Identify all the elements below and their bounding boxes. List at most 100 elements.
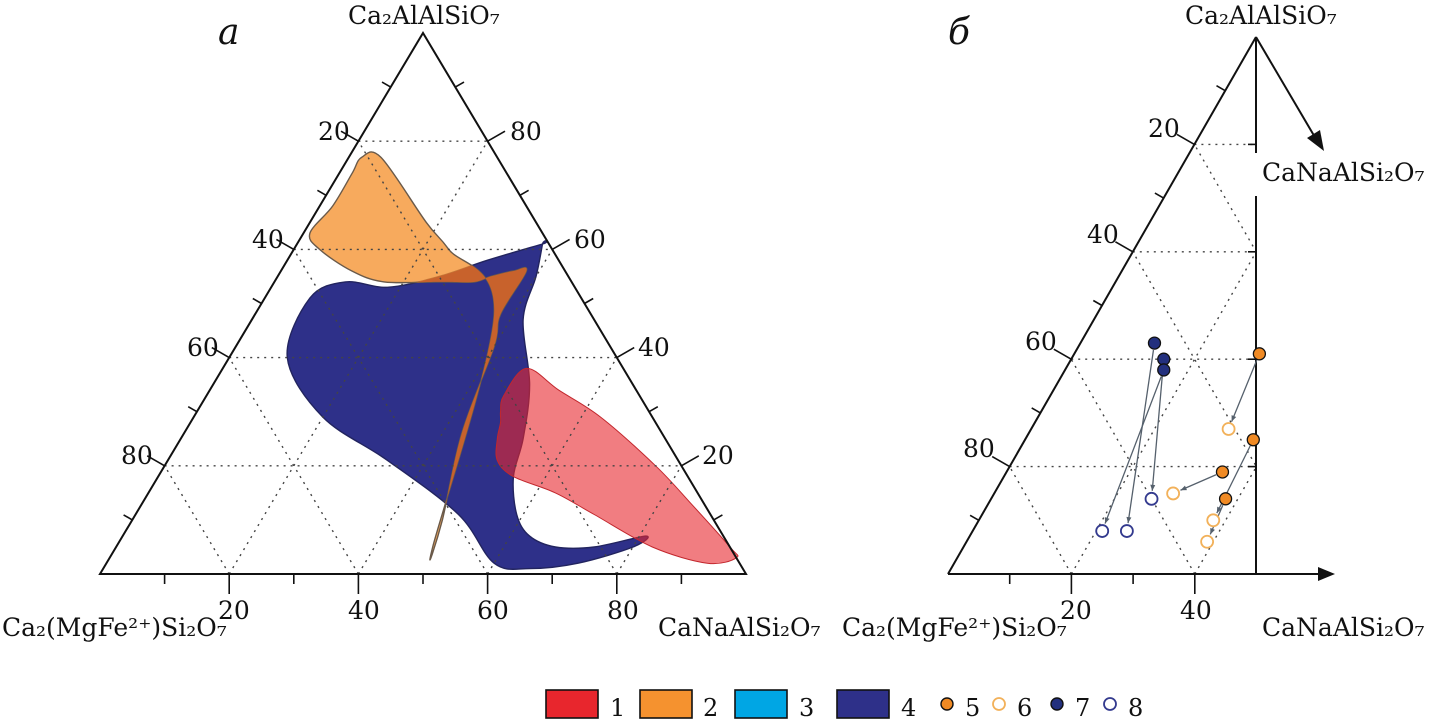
panel-a-tick (146, 455, 165, 467)
point-open-8 (1119, 524, 1134, 538)
panel-a-tick (648, 406, 659, 413)
panel-a-grid-line-right (357, 249, 553, 575)
panel-b-grid-line-left (1132, 251, 1256, 574)
panel-b-tick (1053, 348, 1072, 360)
panel-a-tick (454, 81, 465, 88)
panel-b-tick (1092, 299, 1103, 307)
panel-a-left-tick-20: 20 (318, 117, 350, 146)
point-open-8 (1095, 524, 1110, 538)
panel-b-grid-diagonals (1008, 144, 1256, 574)
panel-b-grid-line-right (1070, 144, 1256, 574)
legend-label-7: 7 (1075, 694, 1090, 722)
panel-a-tick (584, 297, 594, 305)
panel-a-right-tick-60: 60 (574, 225, 606, 254)
evolution-arrowhead (1104, 517, 1110, 524)
panel-b-right-apex-label: CaNaAlSi₂O₇ (1262, 613, 1425, 642)
panel-a-tick (681, 455, 700, 467)
legend-label-8: 8 (1128, 694, 1143, 722)
field-1-region (495, 367, 739, 565)
panel-a-tick (487, 130, 506, 142)
panel-a: а Ca₂AlAlSiO₇ Ca₂(MgFe²⁺)Si₂O₇ CaNaAlSi₂… (2, 1, 821, 642)
legend-marker-8 (1103, 697, 1117, 711)
evolution-arrowhead (1126, 516, 1132, 524)
panel-b-grid-line-left (1008, 466, 1073, 574)
panel-a-left-tick-40: 40 (252, 225, 284, 254)
legend-label-4: 4 (901, 694, 916, 722)
panel-a-tick (252, 297, 262, 305)
panel-a-right-tick-40: 40 (638, 333, 670, 362)
point-filled-5 (1215, 465, 1230, 479)
panel-b-bottom-arrowhead (1318, 567, 1335, 581)
panel-a-left-apex-label: Ca₂(MgFe²⁺)Si₂O₇ (2, 613, 227, 642)
panel-b-tick (1031, 407, 1041, 414)
panel-a-bottom-tick-80: 80 (607, 596, 639, 625)
panel-a-grid-line-right (486, 357, 618, 575)
legend-label-3: 3 (799, 694, 814, 722)
point-open-6 (1221, 422, 1236, 436)
panel-a-tick (519, 189, 529, 196)
evolution-arrow-line (1180, 474, 1217, 491)
panel-b-tick (1176, 133, 1195, 146)
legend-swatch-1 (545, 689, 599, 719)
panel-a-left-tick-80: 80 (121, 441, 153, 470)
panel-a-tick (713, 514, 723, 521)
panel-b-bottom-tick-40: 40 (1180, 596, 1212, 625)
panel-a-grid-line-right (616, 465, 683, 575)
evolution-arrowhead (1216, 506, 1222, 514)
panel-b-tick (1154, 192, 1164, 199)
point-filled-5 (1218, 492, 1233, 506)
panel-a-tick (317, 189, 327, 196)
evolution-arrow-line (1127, 349, 1155, 524)
panel-b-points (1095, 336, 1267, 549)
panel-a-ticks (123, 81, 723, 594)
panel-a-left-tick-60: 60 (187, 333, 219, 362)
point-filled-5 (1246, 433, 1260, 447)
legend-swatch-4 (836, 689, 890, 719)
point-open-6 (1166, 486, 1181, 501)
panel-a-grid-line-left (228, 357, 360, 575)
panel-a-grid-line-left (163, 465, 230, 575)
legend-label-1: 1 (610, 694, 625, 722)
panel-b-left-tick-80: 80 (963, 434, 995, 463)
evolution-arrowhead (1150, 484, 1156, 491)
panel-a-bottom-tick-40: 40 (348, 596, 380, 625)
panel-b-ticks (969, 85, 1256, 594)
panel-a-top-apex-label: Ca₂AlAlSiO₇ (348, 1, 500, 30)
legend-label-5: 5 (965, 694, 980, 722)
panel-b-diagonal-arrowhead (1307, 130, 1324, 151)
panel-a-fields (286, 151, 739, 570)
panel-b-tick (1216, 85, 1226, 92)
panel-a-right-apex-label: CaNaAlSi₂O₇ (658, 613, 821, 642)
panel-a-right-tick-20: 20 (702, 441, 734, 470)
field-4-region (286, 240, 649, 570)
panel-a-bottom-tick-20: 20 (218, 596, 250, 625)
panel-a-right-tick-80: 80 (510, 117, 542, 146)
point-open-6 (1200, 534, 1215, 549)
legend-marker-5 (940, 697, 954, 711)
panel-a-tick (616, 346, 635, 359)
panel-b-left-tick-60: 60 (1025, 327, 1057, 356)
evolution-arrowhead (1180, 485, 1187, 491)
panel-a-tick (340, 130, 359, 142)
panel-b-frame (947, 36, 1335, 581)
point-filled-7 (1157, 363, 1171, 377)
panel-b-left-apex-label: Ca₂(MgFe²⁺)Si₂O₇ (842, 613, 1067, 642)
panel-b-diagonal-arrow-line (1255, 36, 1317, 140)
evolution-arrow-line (1104, 376, 1162, 524)
panel-b-bottom-tick-20: 20 (1060, 596, 1092, 625)
panel-a-tick (187, 406, 198, 413)
panel-b-left-tick-20: 20 (1148, 114, 1180, 143)
panel-b-grid-line-right (1194, 251, 1256, 574)
evolution-arrowhead (1210, 527, 1215, 535)
legend-marker-6 (992, 697, 1006, 711)
panel-b-tick (1115, 241, 1134, 253)
panel-b-grid-line-left (1193, 144, 1256, 574)
panel-a-tick (123, 514, 133, 521)
legend-swatch-2 (639, 689, 693, 719)
panel-b-tick (991, 455, 1010, 468)
panel-a-label: а (218, 12, 239, 53)
point-filled-5 (1252, 347, 1267, 361)
panel-b-left-tick-40: 40 (1087, 220, 1119, 249)
evolution-arrowhead (1231, 415, 1237, 422)
